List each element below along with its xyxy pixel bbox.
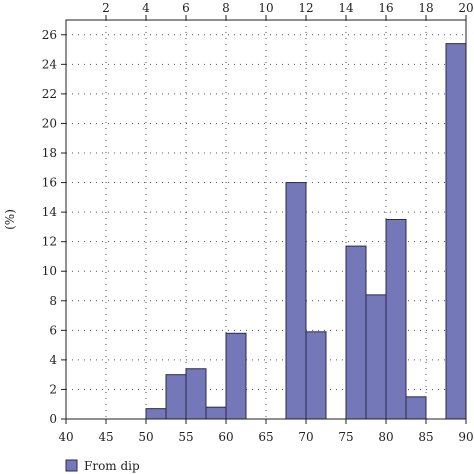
histogram-bars bbox=[145, 43, 467, 420]
x-tick-label-90: 90 bbox=[458, 430, 473, 444]
y-tick-label-6: 6 bbox=[49, 323, 57, 337]
x-tick-label-55: 55 bbox=[178, 430, 193, 444]
x2-tick-label-8: 8 bbox=[222, 1, 230, 15]
y-tick-label-10: 10 bbox=[42, 264, 57, 278]
histogram-bar-5 bbox=[285, 182, 307, 420]
y-tick-label-14: 14 bbox=[42, 205, 58, 219]
x-tick-label-70: 70 bbox=[298, 430, 313, 444]
x2-tick-label-6: 6 bbox=[182, 1, 190, 15]
legend-swatch-from-dip bbox=[65, 459, 78, 472]
y-tick-label-24: 24 bbox=[42, 57, 58, 71]
histogram-bar-2 bbox=[185, 368, 207, 420]
y-axis-title: (%) bbox=[3, 209, 17, 230]
x-tick-label-60: 60 bbox=[218, 430, 233, 444]
x2-tick-label-4: 4 bbox=[142, 1, 150, 15]
y-tick-label-2: 2 bbox=[49, 382, 57, 396]
x2-tick-label-10: 10 bbox=[258, 1, 273, 15]
histogram-bar-10 bbox=[405, 396, 427, 420]
y-tick-label-4: 4 bbox=[49, 353, 57, 367]
x2-tick-label-12: 12 bbox=[298, 1, 313, 15]
x2-tick-label-20: 20 bbox=[458, 1, 473, 15]
x2-tick-label-14: 14 bbox=[338, 1, 354, 15]
histogram-bar-8 bbox=[365, 294, 387, 420]
histogram-bar-0 bbox=[145, 408, 167, 420]
histogram-bar-3 bbox=[205, 406, 227, 420]
x-axis-top: 2 4 6 8 10 12 14 16 18 20 bbox=[102, 1, 474, 20]
legend-label-from-dip: From dip bbox=[84, 459, 140, 473]
x2-tick-label-18: 18 bbox=[418, 1, 433, 15]
y-tick-label-12: 12 bbox=[42, 235, 57, 249]
histogram-bar-4 bbox=[225, 332, 247, 420]
y-tick-label-22: 22 bbox=[42, 87, 57, 101]
x-tick-label-40: 40 bbox=[58, 430, 73, 444]
x2-tick-label-2: 2 bbox=[102, 1, 110, 15]
x-tick-label-80: 80 bbox=[378, 430, 393, 444]
y-tick-label-20: 20 bbox=[42, 116, 57, 130]
x-tick-label-75: 75 bbox=[338, 430, 353, 444]
histogram-bar-11 bbox=[445, 43, 467, 420]
histogram-bar-1 bbox=[165, 374, 187, 420]
legend: From dip bbox=[65, 459, 140, 473]
x-tick-label-85: 85 bbox=[418, 430, 433, 444]
x-tick-label-50: 50 bbox=[138, 430, 153, 444]
y-tick-label-0: 0 bbox=[49, 412, 57, 426]
y-tick-label-18: 18 bbox=[42, 146, 57, 160]
histogram-bar-9 bbox=[385, 219, 407, 420]
histogram-bar-6 bbox=[305, 331, 327, 420]
histogram-bar-7 bbox=[345, 245, 367, 420]
x-tick-label-65: 65 bbox=[258, 430, 273, 444]
x-tick-label-45: 45 bbox=[98, 430, 113, 444]
y-tick-label-26: 26 bbox=[42, 28, 57, 42]
x-axis-bottom: 40 45 50 55 60 65 70 75 80 85 90 bbox=[58, 419, 474, 444]
y-tick-label-16: 16 bbox=[42, 176, 57, 190]
x2-tick-label-16: 16 bbox=[378, 1, 393, 15]
grid-lines bbox=[66, 20, 466, 419]
y-tick-label-8: 8 bbox=[49, 294, 57, 308]
